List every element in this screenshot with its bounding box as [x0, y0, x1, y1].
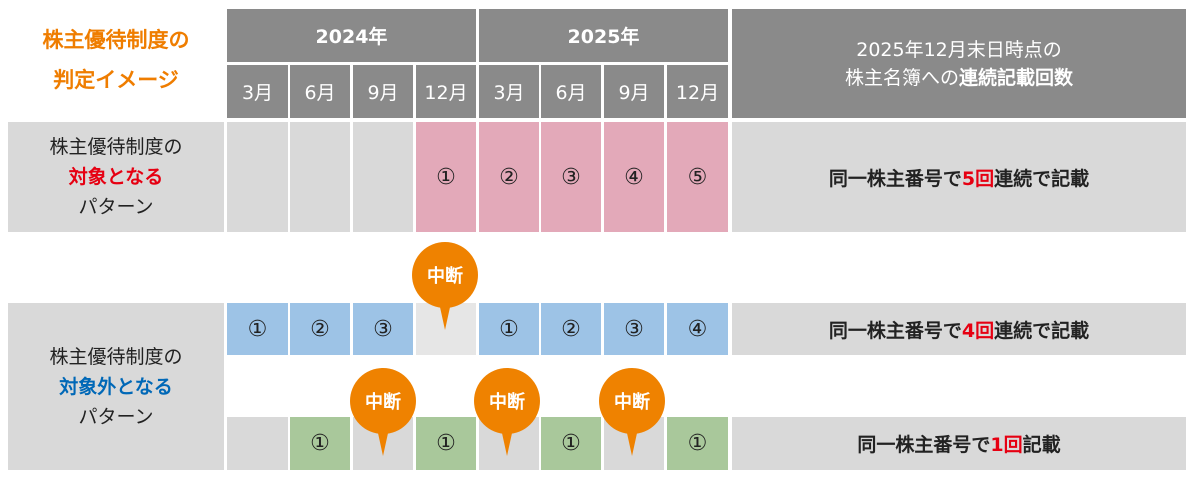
period-cell-recorded: ⑤ — [667, 122, 728, 232]
period-cell-recorded: ③ — [353, 303, 413, 355]
period-cell-recorded: ① — [541, 417, 601, 470]
summary-header-line2-bold: 連続記載回数 — [959, 66, 1074, 89]
label-line1: 株主優待制度の — [49, 136, 183, 158]
interrupt-bubble: 中断 — [474, 368, 540, 456]
eligible-summary: 同一株主番号で 5回 連続で記載 — [732, 122, 1186, 232]
period-cell-recorded: ③ — [604, 303, 664, 355]
month-header: 12月 — [667, 65, 728, 118]
period-cell-recorded: ② — [541, 303, 601, 355]
title-line1: 株主優待制度の — [42, 28, 190, 52]
interrupt-bubble: 中断 — [412, 242, 478, 330]
summary-header: 2025年12月末日時点の 株主名簿への連続記載回数 — [732, 9, 1186, 118]
period-cell-recorded: ① — [667, 417, 728, 470]
period-cell-empty — [227, 417, 288, 470]
label-line2: 対象となる — [68, 166, 164, 188]
summary-header-line2: 株主名簿への — [844, 66, 959, 89]
month-header: 6月 — [290, 65, 350, 118]
summary-count: 4回 — [961, 319, 995, 342]
period-cell-recorded: ① — [479, 303, 539, 355]
summary-pre: 同一株主番号で — [857, 434, 991, 456]
diagram-title: 株主優待制度の 判定イメージ — [8, 14, 224, 106]
interrupt-label: 中断 — [350, 368, 416, 434]
period-cell-recorded: ① — [227, 303, 288, 355]
interrupt-label: 中断 — [474, 368, 540, 434]
period-cell-recorded: ④ — [604, 122, 664, 232]
year-2024-header: 2024年 — [227, 9, 476, 62]
month-header: 12月 — [416, 65, 476, 118]
ineligible-b-summary: 同一株主番号で 1回 記載 — [732, 417, 1186, 470]
period-cell-empty — [227, 122, 288, 232]
month-header: 3月 — [227, 65, 288, 118]
interrupt-label: 中断 — [599, 368, 665, 434]
summary-pre: 同一株主番号で — [828, 167, 962, 190]
summary-post: 記載 — [1022, 434, 1061, 456]
period-cell-recorded: ① — [416, 122, 476, 232]
summary-post: 連続で記載 — [994, 167, 1090, 190]
period-cell-empty — [353, 122, 413, 232]
period-cell-recorded: ① — [416, 417, 476, 470]
period-cell-recorded: ② — [479, 122, 539, 232]
interrupt-bubble: 中断 — [350, 368, 416, 456]
ineligible-a-summary: 同一株主番号で 4回 連続で記載 — [732, 303, 1186, 355]
eligible-label: 株主優待制度の 対象となる パターン — [8, 122, 224, 232]
period-cell-recorded: ③ — [541, 122, 601, 232]
label-line2: 対象外となる — [59, 375, 173, 398]
period-cell-empty — [290, 122, 350, 232]
label-line3: パターン — [78, 196, 154, 218]
summary-count: 1回 — [990, 434, 1023, 456]
interrupt-bubble: 中断 — [599, 368, 665, 456]
period-cell-recorded: ① — [290, 417, 350, 470]
month-header: 9月 — [604, 65, 664, 118]
label-line3: パターン — [78, 405, 154, 428]
summary-count: 5回 — [961, 167, 995, 190]
month-header: 9月 — [353, 65, 413, 118]
ineligible-label: 株主優待制度の 対象外となる パターン — [8, 303, 224, 470]
interrupt-label: 中断 — [412, 242, 478, 308]
summary-pre: 同一株主番号で — [828, 319, 962, 342]
period-cell-recorded: ④ — [667, 303, 728, 355]
summary-header-line1: 2025年12月末日時点の — [856, 38, 1062, 61]
summary-post: 連続で記載 — [994, 319, 1090, 342]
period-cell-recorded: ② — [290, 303, 350, 355]
label-line1: 株主優待制度の — [49, 345, 183, 368]
year-2025-header: 2025年 — [479, 9, 728, 62]
title-line2: 判定イメージ — [53, 68, 179, 92]
month-header: 3月 — [479, 65, 539, 118]
month-header: 6月 — [541, 65, 601, 118]
